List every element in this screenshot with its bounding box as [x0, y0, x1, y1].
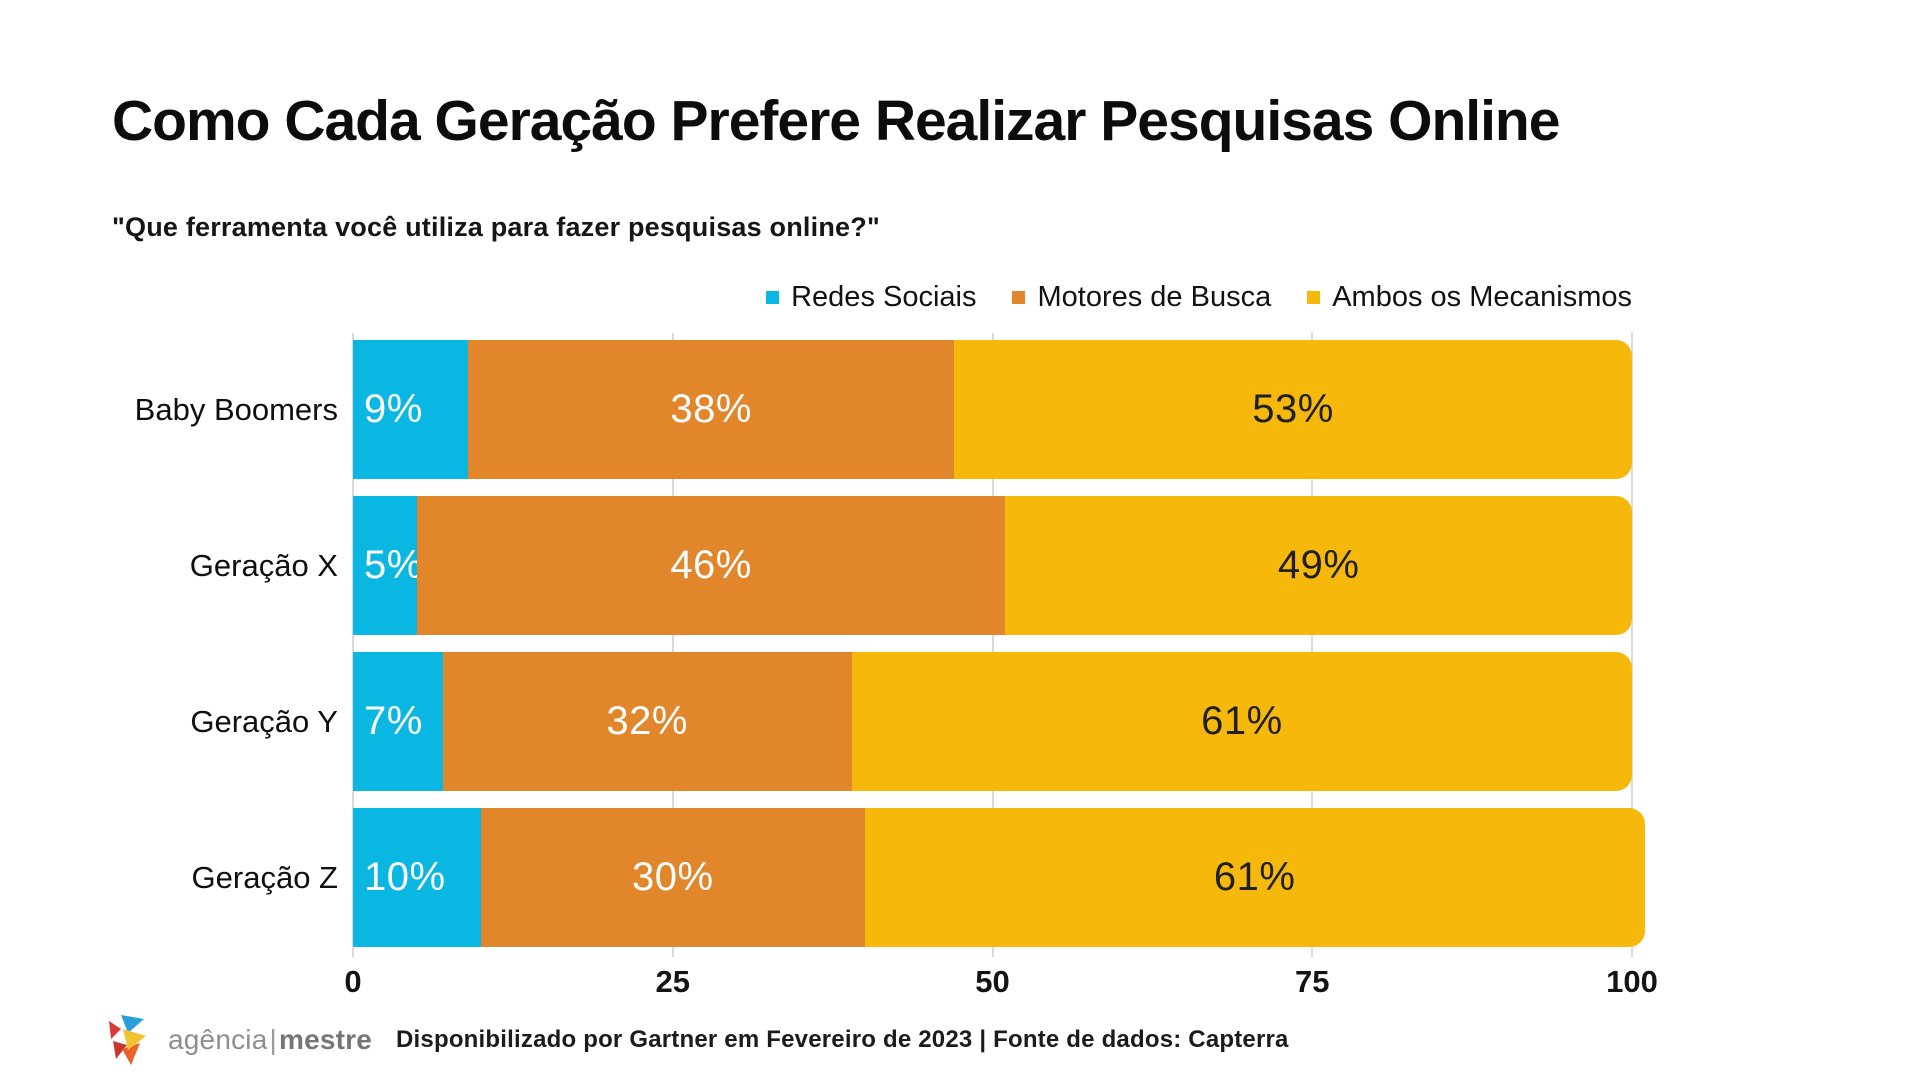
bar-segment-motores-de-busca: 30%: [480, 808, 865, 947]
bar-segment-redes-sociais: 9%: [353, 340, 469, 479]
legend-item-ambos-os-mecanismos: Ambos os Mecanismos: [1307, 281, 1632, 314]
segment-value-label: 7%: [364, 699, 423, 743]
gridline-100: [1631, 333, 1633, 957]
chart-rows: Baby Boomers 9% 38% 53% Geração X 5% 46% 49% Ger…: [135, 340, 1645, 964]
legend-label: Redes Sociais: [791, 281, 977, 313]
segment-value-label: 32%: [606, 699, 688, 743]
category-label-geracao-x: Geração X: [189, 547, 338, 583]
stacked-bar-geracao-y: 7% 32% 61%: [353, 652, 1645, 791]
category-label-geracao-z: Geração Z: [191, 859, 338, 895]
segment-value-label: 53%: [1252, 387, 1334, 431]
bar-segment-ambos-os-mecanismos: 49%: [1005, 496, 1632, 635]
chart-subtitle: "Que ferramenta você utiliza para fazer …: [112, 212, 880, 242]
segment-value-label: 30%: [631, 855, 714, 899]
segment-value-label: 46%: [670, 543, 752, 587]
chart-row-geracao-y: Geração Y 7% 32% 61%: [190, 652, 1645, 791]
agencia-mestre-logo-text: agência|mestre: [168, 1024, 372, 1056]
legend-swatch-motores-de-busca: [1012, 291, 1026, 304]
x-axis-tick-100: 100: [1606, 964, 1658, 999]
x-axis-tick-75: 75: [1295, 964, 1330, 999]
bar-segment-motores-de-busca: 32%: [442, 652, 852, 791]
legend-swatch-redes-sociais: [766, 291, 780, 304]
agencia-mestre-logo-icon: [109, 1015, 146, 1065]
bar-segment-ambos-os-mecanismos: 61%: [851, 652, 1632, 791]
stacked-bar-geracao-x: 5% 46% 49%: [353, 496, 1645, 635]
chart-row-geracao-z: Geração Z 10% 30% 61%: [192, 808, 1645, 947]
stacked-bar-geracao-z: 10% 30% 61%: [353, 808, 1645, 947]
chart-row-geracao-x: Geração X 5% 46% 49%: [190, 496, 1645, 635]
logo-text-mestre: mestre: [278, 1024, 373, 1055]
bar-segment-redes-sociais: 10%: [353, 808, 481, 947]
legend-item-redes-sociais: Redes Sociais: [766, 281, 976, 314]
plot-gridlines: [352, 333, 1633, 957]
segment-value-label: 61%: [1213, 855, 1296, 899]
source-attribution: Disponibilizado por Gartner em Fevereiro…: [396, 1026, 1289, 1053]
x-axis-tick-25: 25: [655, 964, 690, 999]
x-axis: 0 25 50 75 100: [344, 964, 1657, 1004]
gridline-75: [1311, 333, 1314, 957]
gridline-0: [352, 333, 354, 957]
category-label-geracao-y: Geração Y: [190, 703, 338, 739]
segment-value-label: 38%: [670, 387, 752, 431]
bar-segment-redes-sociais: 5%: [353, 496, 422, 635]
gridline-50: [991, 333, 994, 957]
legend-item-motores-de-busca: Motores de Busca: [1012, 281, 1271, 314]
segment-value-label: 9%: [364, 387, 423, 431]
bar-segment-motores-de-busca: 38%: [468, 340, 955, 479]
segment-value-label: 5%: [364, 543, 423, 587]
x-axis-tick-50: 50: [975, 964, 1010, 999]
bar-segment-redes-sociais: 7%: [353, 652, 443, 791]
segment-value-label: 10%: [364, 855, 446, 899]
x-axis-tick-0: 0: [344, 964, 362, 999]
segment-value-label: 49%: [1277, 543, 1360, 587]
legend-label: Ambos os Mecanismos: [1332, 281, 1632, 313]
legend-label: Motores de Busca: [1037, 281, 1272, 313]
segment-value-label: 61%: [1201, 699, 1283, 743]
category-label-baby-boomers: Baby Boomers: [134, 391, 338, 427]
chart-title: Como Cada Geração Prefere Realizar Pesqu…: [112, 89, 1560, 154]
bar-segment-ambos-os-mecanismos: 61%: [864, 808, 1645, 947]
logo-text-divider: |: [269, 1024, 277, 1055]
footer: agência|mestre Disponibilizado por Gartn…: [108, 1010, 1289, 1070]
gridline-25: [671, 333, 674, 957]
stacked-bar-baby-boomers: 9% 38% 53%: [353, 340, 1645, 479]
legend: Redes Sociais Motores de Busca Ambos os Me…: [353, 281, 1632, 314]
logo-text-agencia: agência: [168, 1024, 268, 1055]
chart-row-baby-boomers: Baby Boomers 9% 38% 53%: [135, 340, 1645, 479]
legend-swatch-ambos-os-mecanismos: [1307, 291, 1321, 304]
bar-segment-motores-de-busca: 46%: [416, 496, 1006, 635]
bar-segment-ambos-os-mecanismos: 53%: [954, 340, 1632, 479]
